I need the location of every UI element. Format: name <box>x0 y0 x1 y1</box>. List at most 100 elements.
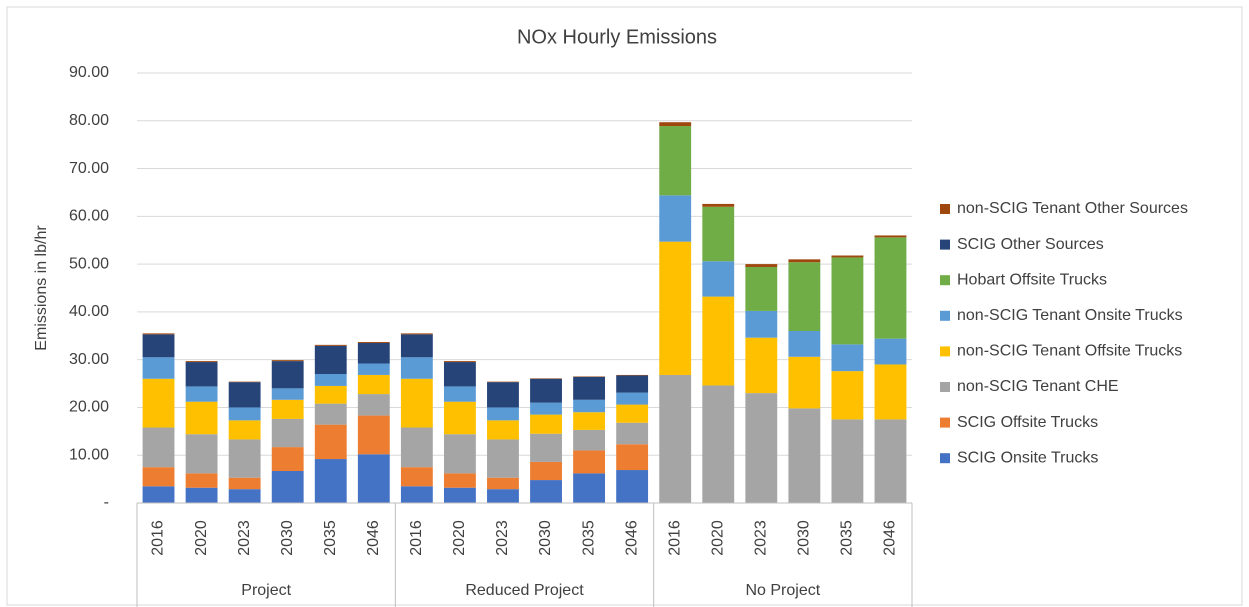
x-tick-label: 2046 <box>882 520 899 556</box>
x-tick-label: 2046 <box>623 520 640 556</box>
x-tick-label: 2035 <box>580 520 597 556</box>
x-tick-label: 2023 <box>753 520 770 556</box>
legend-swatch <box>940 417 950 428</box>
bar-segment <box>142 467 175 487</box>
legend-label: SCIG Offsite Trucks <box>957 414 1098 431</box>
bar-segment <box>400 334 433 358</box>
legend-label: non-SCIG Tenant Offsite Trucks <box>957 343 1182 360</box>
bar-segment <box>228 407 261 421</box>
legend-label: non-SCIG Tenant Onsite Trucks <box>957 307 1183 324</box>
bar-segment <box>271 447 304 471</box>
bar-segment <box>443 361 476 363</box>
bar-segment <box>487 477 519 490</box>
bar-segment <box>573 450 606 474</box>
bar-segment <box>443 362 476 387</box>
bar-segment <box>400 467 433 487</box>
y-axis-label: Emissions in lb/hr <box>33 225 50 351</box>
bar-segment <box>659 126 692 196</box>
bar-segment <box>185 362 218 387</box>
bar-segment <box>530 402 562 415</box>
bar-segment <box>831 255 864 258</box>
bar-segment <box>357 363 390 375</box>
y-tick-label: 90.00 <box>69 64 109 81</box>
y-tick-label: 10.00 <box>69 446 109 463</box>
bar-segment <box>142 427 175 468</box>
bar-segment <box>185 361 218 363</box>
x-tick-label: 2016 <box>150 520 167 556</box>
bar-segment <box>573 399 606 413</box>
bar-segment <box>745 310 778 338</box>
legend-label: SCIG Onsite Trucks <box>957 449 1098 466</box>
x-tick-label: 2016 <box>666 520 683 556</box>
group-label: Reduced Project <box>465 582 584 599</box>
bar-segment <box>745 266 778 311</box>
bar-segment <box>185 401 218 435</box>
bar-segment <box>400 427 433 468</box>
bar-segment <box>831 257 864 345</box>
bar-segment <box>530 461 562 481</box>
bar-segment <box>745 264 778 267</box>
legend-label: non-SCIG Tenant CHE <box>957 378 1119 395</box>
bar-segment <box>400 486 433 503</box>
bar-segment <box>616 375 649 393</box>
bar-segment <box>702 261 735 297</box>
bar-segment <box>271 388 304 400</box>
bar-segment <box>487 407 519 421</box>
legend-swatch <box>940 382 950 392</box>
bar-segment <box>314 403 347 425</box>
x-tick-label: 2016 <box>408 520 425 556</box>
chart-border <box>6 6 1243 606</box>
bar-segment <box>314 459 347 503</box>
bar-segment <box>616 422 649 445</box>
bar-segment <box>616 404 649 423</box>
bar-segment <box>185 487 218 503</box>
x-tick-label: 2030 <box>537 520 554 556</box>
group-label: No Project <box>745 582 820 599</box>
bar-segment <box>788 259 821 263</box>
legend-swatch <box>940 275 950 286</box>
x-tick-label: 2030 <box>279 520 296 556</box>
bar-segment <box>530 480 562 503</box>
bar-segment <box>400 333 433 335</box>
x-tick-label: 2046 <box>365 520 382 556</box>
legend-label: non-SCIG Tenant Other Sources <box>957 200 1188 217</box>
bar-segment <box>702 385 735 503</box>
y-tick-label: 60.00 <box>69 208 109 225</box>
bar-segment <box>788 408 821 503</box>
bar-segment <box>357 342 390 364</box>
bar-segment <box>487 420 519 440</box>
bar-segment <box>573 473 606 503</box>
y-tick-label: 30.00 <box>69 351 109 368</box>
legend-swatch <box>940 310 950 321</box>
y-tick-label: 50.00 <box>69 255 109 272</box>
y-tick-label: - <box>104 494 109 511</box>
bar-segment <box>271 361 304 389</box>
bar-segment <box>443 487 476 503</box>
bar-segment <box>443 434 476 474</box>
legend-label: SCIG Other Sources <box>957 236 1104 253</box>
bar-segment <box>357 394 390 416</box>
bar-segment <box>745 393 778 503</box>
bar-segment <box>185 473 218 488</box>
x-tick-label: 2020 <box>709 520 726 556</box>
bar-segment <box>702 203 735 207</box>
bar-segment <box>530 433 562 462</box>
bar-segment <box>357 415 390 455</box>
bar-segment <box>788 356 821 409</box>
bar-segment <box>788 262 821 331</box>
bar-segment <box>702 206 735 262</box>
bar-segment <box>573 376 606 400</box>
bar-segment <box>874 237 907 339</box>
bar-segment <box>271 399 304 419</box>
bar-segment <box>659 122 692 127</box>
bar-segment <box>185 386 218 402</box>
bar-segment <box>831 344 864 372</box>
bar-segment <box>400 378 433 428</box>
y-tick-label: 80.00 <box>69 112 109 129</box>
bar-segment <box>702 296 735 386</box>
x-tick-label: 2023 <box>236 520 253 556</box>
bar-segment <box>228 477 261 490</box>
bar-segment <box>874 364 907 420</box>
bar-segment <box>400 357 433 379</box>
